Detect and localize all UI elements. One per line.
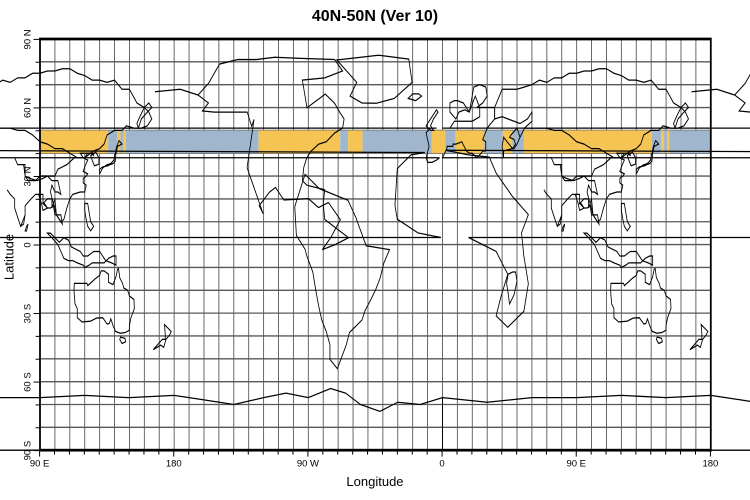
svg-text:30 S: 30 S [23, 304, 34, 324]
svg-text:60 S: 60 S [23, 372, 34, 392]
svg-text:180: 180 [702, 459, 718, 470]
svg-text:180: 180 [166, 459, 182, 470]
svg-text:30 N: 30 N [23, 166, 34, 186]
svg-text:90 S: 90 S [23, 441, 34, 461]
svg-text:90 E: 90 E [566, 459, 586, 470]
svg-text:90 W: 90 W [297, 459, 319, 470]
svg-text:0: 0 [23, 242, 34, 247]
svg-text:90 N: 90 N [23, 29, 34, 49]
svg-text:60 N: 60 N [23, 98, 34, 118]
svg-text:0: 0 [439, 459, 444, 470]
